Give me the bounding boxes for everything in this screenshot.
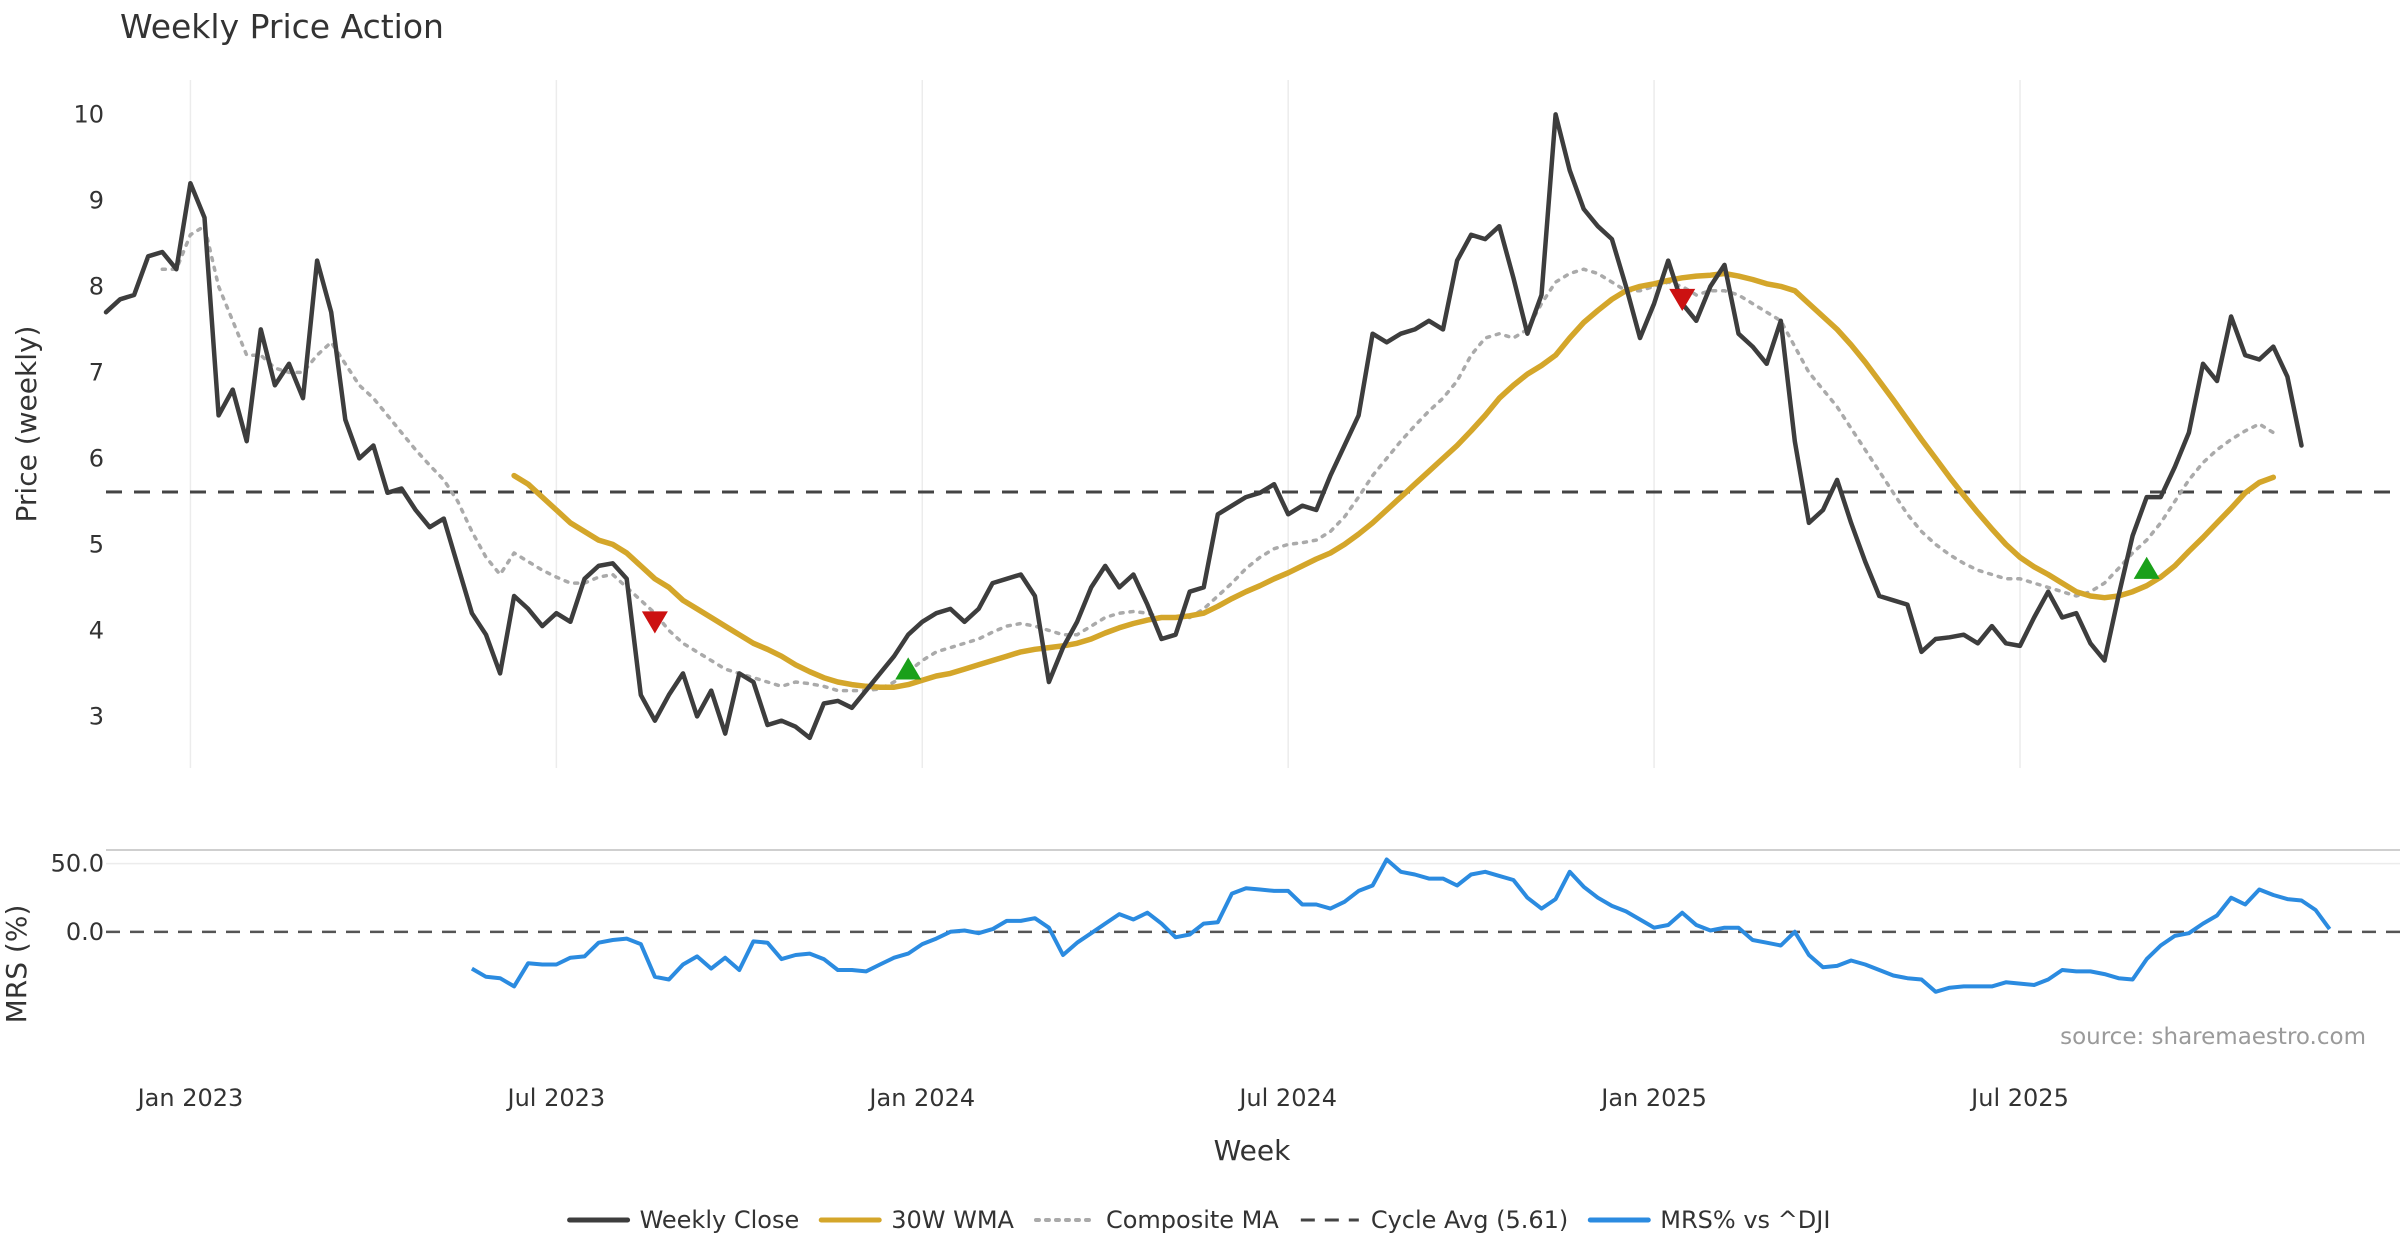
legend-item: Cycle Avg (5.61) <box>1300 1206 1568 1234</box>
price-y-tick-label: 4 <box>89 616 104 644</box>
x-tick-label: Jan 2023 <box>136 1084 244 1112</box>
chart-title: Weekly Price Action <box>120 7 444 46</box>
price-y-tick-label: 9 <box>89 186 104 214</box>
price-y-tick-label: 7 <box>89 358 104 386</box>
price-y-tick-label: 5 <box>89 530 104 558</box>
price-y-axis-title: Price (weekly) <box>10 326 43 523</box>
buy-signal-marker <box>895 657 922 680</box>
x-tick-label: Jan 2025 <box>1599 1084 1707 1112</box>
mrs-line <box>470 857 2332 994</box>
legend-label: Composite MA <box>1106 1206 1279 1234</box>
weekly-close-line <box>103 112 2304 741</box>
composite-ma-line <box>160 224 2276 693</box>
mrs-y-tick-label: 50.0 <box>51 850 104 878</box>
mrs-panel <box>106 857 2400 994</box>
legend-label: Cycle Avg (5.61) <box>1371 1206 1568 1234</box>
legend-label: 30W WMA <box>891 1206 1014 1234</box>
legend: Weekly Close 30W WMA Composite MA Cycle Avg… <box>567 1206 1830 1234</box>
legend-item: 30W WMA <box>818 1206 1015 1234</box>
x-tick-label: Jul 2025 <box>1969 1084 2069 1112</box>
sell-signal-marker <box>641 611 668 634</box>
sell-signal-marker <box>1669 288 1696 311</box>
grid-layer <box>106 80 2400 865</box>
axis-layer: Jan 2023 Jul 2023 Jan 2024 Jul 2024 Jan 2025… <box>51 100 2069 1112</box>
price-y-tick-label: 3 <box>89 702 104 730</box>
source-note: source: sharemaestro.com <box>2060 1024 2366 1050</box>
x-tick-label: Jan 2024 <box>867 1084 975 1112</box>
legend-label: Weekly Close <box>640 1206 800 1234</box>
mrs-y-axis-title: MRS (%) <box>0 905 33 1024</box>
legend-item: Composite MA <box>1033 1206 1279 1234</box>
legend-item: MRS% vs ^DJI <box>1587 1206 1830 1234</box>
x-axis-title: Week <box>1214 1134 1291 1167</box>
price-y-tick-label: 10 <box>73 100 104 128</box>
x-tick-label: Jul 2024 <box>1237 1084 1337 1112</box>
mrs-y-tick-label: 0.0 <box>66 918 104 946</box>
buy-signal-marker <box>2133 556 2160 579</box>
x-tick-label: Jul 2023 <box>506 1084 606 1112</box>
legend-label: MRS% vs ^DJI <box>1660 1206 1830 1234</box>
wma-30w-line <box>511 270 2277 690</box>
price-y-tick-label: 8 <box>89 272 104 300</box>
legend-item: Weekly Close <box>567 1206 800 1234</box>
price-panel <box>103 112 2400 741</box>
price-y-tick-label: 6 <box>89 444 104 472</box>
